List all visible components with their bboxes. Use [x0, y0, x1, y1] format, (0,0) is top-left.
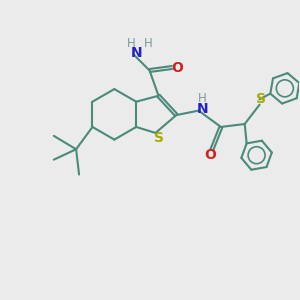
- Text: O: O: [171, 61, 183, 74]
- Text: H: H: [127, 37, 135, 50]
- Text: H: H: [198, 92, 207, 105]
- Text: S: S: [154, 131, 164, 145]
- Text: N: N: [197, 102, 208, 116]
- Text: H: H: [144, 37, 152, 50]
- Text: N: N: [131, 46, 142, 60]
- Text: S: S: [256, 92, 266, 106]
- Text: O: O: [205, 148, 217, 162]
